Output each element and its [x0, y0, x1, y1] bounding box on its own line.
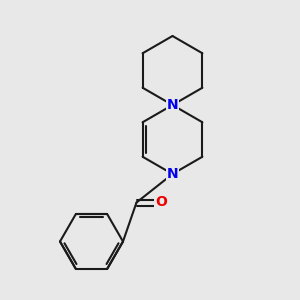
Text: O: O [155, 196, 167, 209]
Text: N: N [167, 98, 178, 112]
Text: N: N [167, 98, 178, 112]
Text: N: N [167, 167, 178, 181]
